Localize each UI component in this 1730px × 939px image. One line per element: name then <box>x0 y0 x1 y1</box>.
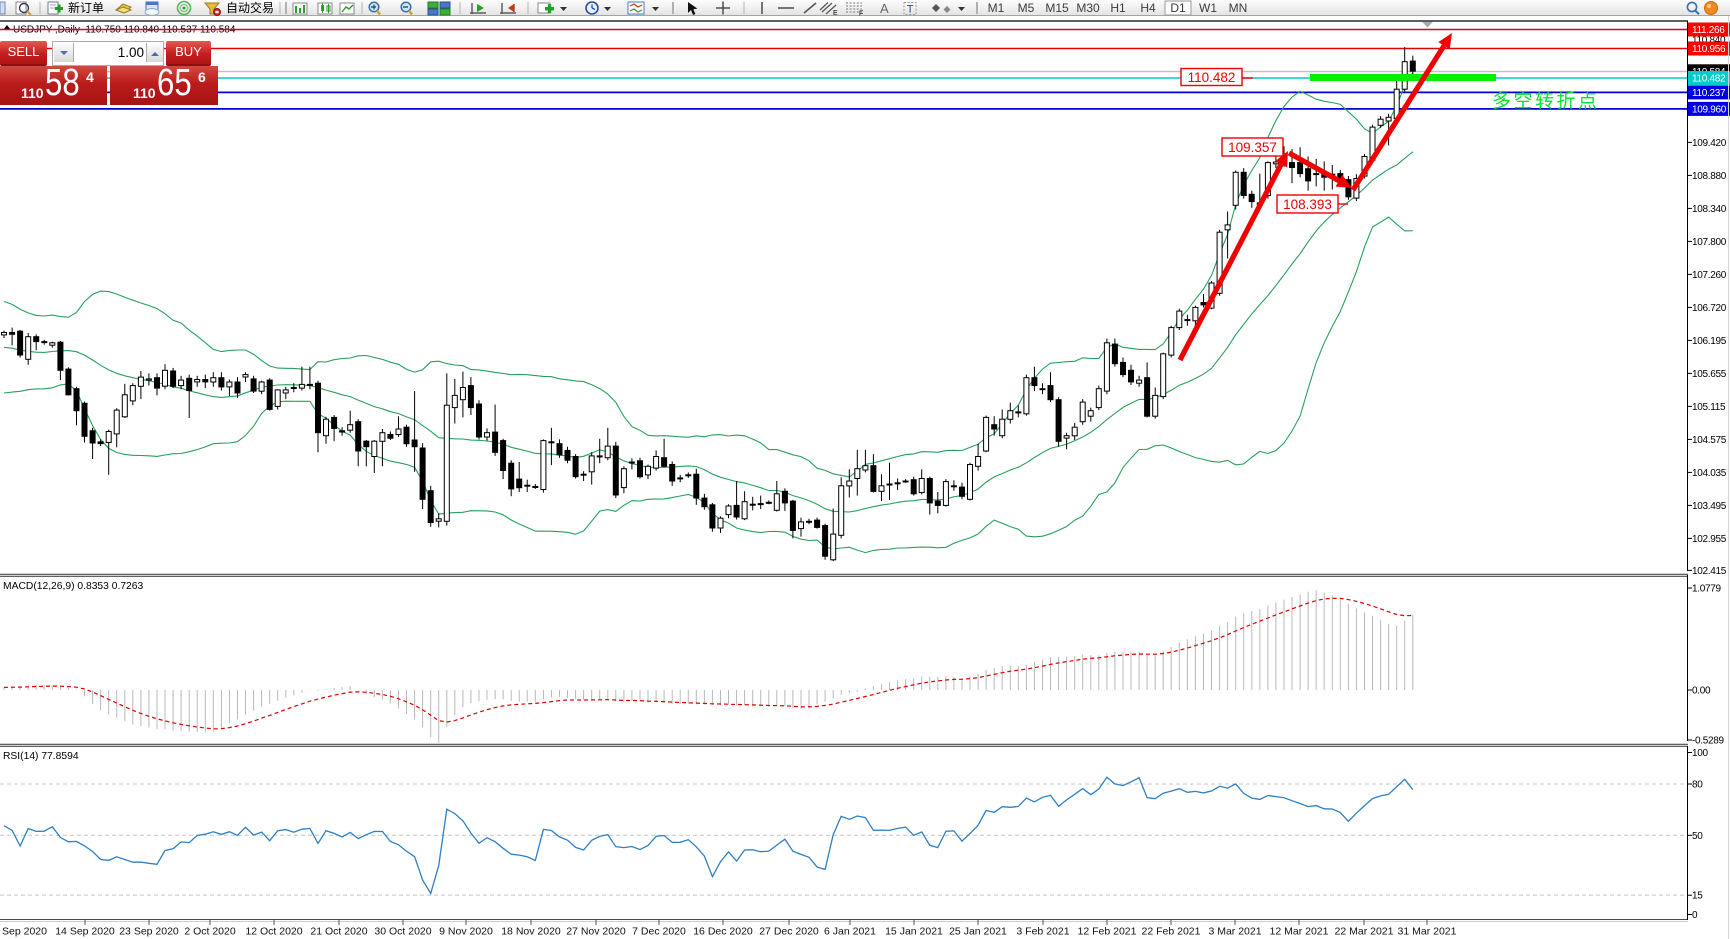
svg-text:自动交易: 自动交易 <box>226 0 274 15</box>
svg-text:110.482: 110.482 <box>1692 74 1726 85</box>
svg-text:107.800: 107.800 <box>1692 237 1727 248</box>
svg-text:110.482: 110.482 <box>1188 70 1236 85</box>
svg-text:MN: MN <box>1229 1 1248 15</box>
svg-text:27 Nov 2020: 27 Nov 2020 <box>566 926 626 938</box>
svg-text:100: 100 <box>1692 748 1709 759</box>
svg-text:102.955: 102.955 <box>1692 534 1727 545</box>
svg-text:Sep 2020: Sep 2020 <box>2 926 47 938</box>
svg-text:104.575: 104.575 <box>1692 435 1727 446</box>
svg-text:多空转折点: 多空转折点 <box>1492 90 1600 112</box>
svg-text:7 Dec 2020: 7 Dec 2020 <box>632 926 686 938</box>
svg-text:12 Oct 2020: 12 Oct 2020 <box>245 926 302 938</box>
svg-text:105.655: 105.655 <box>1692 369 1727 380</box>
svg-text:103.495: 103.495 <box>1692 501 1727 512</box>
svg-text:16 Dec 2020: 16 Dec 2020 <box>693 926 753 938</box>
svg-text:22 Mar 2021: 22 Mar 2021 <box>1335 926 1394 938</box>
svg-text:2 Oct 2020: 2 Oct 2020 <box>184 926 236 938</box>
svg-text:22 Feb 2021: 22 Feb 2021 <box>1142 926 1201 938</box>
svg-text:15 Jan 2021: 15 Jan 2021 <box>885 926 943 938</box>
svg-text:H1: H1 <box>1110 1 1126 15</box>
svg-text:108.393: 108.393 <box>1283 197 1332 212</box>
svg-text:D1: D1 <box>1170 1 1186 15</box>
svg-text:106.720: 106.720 <box>1692 303 1727 314</box>
svg-text:0.00: 0.00 <box>1692 686 1711 697</box>
svg-text:M30: M30 <box>1076 1 1100 15</box>
svg-text:M15: M15 <box>1045 1 1069 15</box>
svg-text:新订单: 新订单 <box>68 0 104 15</box>
svg-text:110.237: 110.237 <box>1692 88 1726 99</box>
svg-text:3 Mar 2021: 3 Mar 2021 <box>1208 926 1261 938</box>
svg-text:MACD(12,26,9) 0.8353 0.7263: MACD(12,26,9) 0.8353 0.7263 <box>3 581 144 592</box>
svg-text:A: A <box>880 1 889 16</box>
svg-text:31 Mar 2021: 31 Mar 2021 <box>1398 926 1457 938</box>
svg-text:110.956: 110.956 <box>1692 44 1726 55</box>
svg-text:0: 0 <box>1692 910 1698 921</box>
svg-text:F: F <box>859 11 863 17</box>
svg-text:102.415: 102.415 <box>1692 566 1727 577</box>
svg-text:108.880: 108.880 <box>1692 171 1727 182</box>
svg-text:W1: W1 <box>1199 1 1217 15</box>
svg-text:M5: M5 <box>1018 1 1035 15</box>
svg-text:80: 80 <box>1692 780 1703 791</box>
svg-text:-0.5289: -0.5289 <box>1692 736 1725 747</box>
svg-text:H4: H4 <box>1140 1 1156 15</box>
svg-text:107.260: 107.260 <box>1692 270 1727 281</box>
svg-text:50: 50 <box>1692 831 1703 842</box>
svg-text:105.115: 105.115 <box>1692 402 1726 413</box>
svg-text:6 Jan 2021: 6 Jan 2021 <box>824 926 876 938</box>
svg-text:25 Jan 2021: 25 Jan 2021 <box>949 926 1007 938</box>
svg-text:106.195: 106.195 <box>1692 336 1727 347</box>
svg-text:30 Oct 2020: 30 Oct 2020 <box>374 926 431 938</box>
svg-text:23 Sep 2020: 23 Sep 2020 <box>119 926 179 938</box>
svg-text:12 Mar 2021: 12 Mar 2021 <box>1270 926 1329 938</box>
svg-text:110.840: 110.840 <box>1692 35 1726 46</box>
svg-text:3 Feb 2021: 3 Feb 2021 <box>1016 926 1069 938</box>
svg-text:12 Feb 2021: 12 Feb 2021 <box>1078 926 1137 938</box>
svg-text:1.0779: 1.0779 <box>1692 584 1722 595</box>
svg-text:15: 15 <box>1692 891 1703 902</box>
svg-text:111.266: 111.266 <box>1692 25 1725 36</box>
svg-text:109.357: 109.357 <box>1228 140 1277 155</box>
svg-text:109.960: 109.960 <box>1692 104 1727 115</box>
svg-text:9 Nov 2020: 9 Nov 2020 <box>439 926 493 938</box>
svg-text:109.420: 109.420 <box>1692 138 1727 149</box>
svg-text:18 Nov 2020: 18 Nov 2020 <box>501 926 561 938</box>
svg-text:M1: M1 <box>988 1 1005 15</box>
svg-text:108.340: 108.340 <box>1692 204 1727 215</box>
svg-text:RSI(14) 77.8594: RSI(14) 77.8594 <box>3 751 79 762</box>
svg-text:21 Oct 2020: 21 Oct 2020 <box>310 926 367 938</box>
svg-text:E: E <box>833 10 838 16</box>
svg-text:T: T <box>907 4 914 16</box>
svg-text:14 Sep 2020: 14 Sep 2020 <box>55 926 115 938</box>
svg-text:104.035: 104.035 <box>1692 468 1727 479</box>
svg-text:27 Dec 2020: 27 Dec 2020 <box>759 926 819 938</box>
